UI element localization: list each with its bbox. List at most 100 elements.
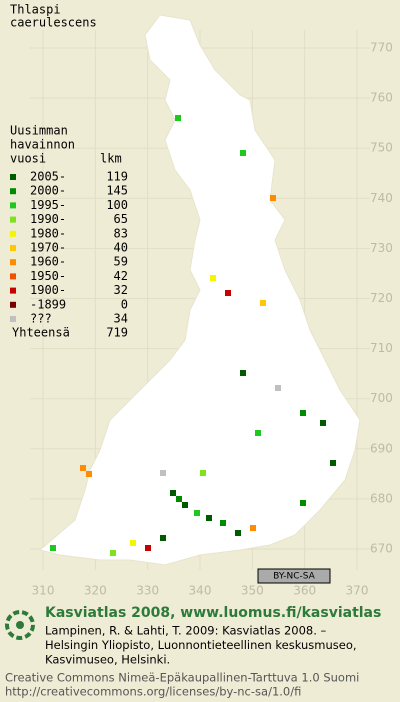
legend-swatch <box>10 188 16 195</box>
y-label: 770 <box>370 41 393 55</box>
legend-count: 42 <box>114 269 128 283</box>
y-label: 740 <box>370 191 393 205</box>
badge-text: BY-NC-SA <box>273 572 316 582</box>
square <box>235 530 241 536</box>
square <box>170 490 176 496</box>
badge-box <box>257 568 331 584</box>
legend-period: 1960- <box>30 255 66 269</box>
logo-spiral <box>5 610 35 640</box>
square <box>110 550 116 556</box>
legend-period: 1950- <box>30 269 66 283</box>
legend-swatch <box>10 245 16 251</box>
legend-count: 34 <box>114 312 128 326</box>
total-label: Yhteensä <box>12 326 70 340</box>
square <box>210 275 216 281</box>
square <box>240 370 246 376</box>
x-label: 320 <box>84 584 107 598</box>
y-label: 690 <box>370 441 393 455</box>
square <box>320 420 326 426</box>
legend-count: 59 <box>114 255 128 269</box>
y-label: 760 <box>370 91 393 105</box>
legend-period: ??? <box>30 312 52 326</box>
legend-swatch <box>10 287 16 294</box>
legend-heading: vuosi <box>10 152 46 166</box>
observation-squares <box>50 115 336 556</box>
y-label: 750 <box>370 141 393 155</box>
x-label: 350 <box>241 584 264 598</box>
x-label: 340 <box>189 584 212 598</box>
legend-count: 40 <box>114 241 128 255</box>
legend-swatch <box>10 202 16 209</box>
site-title: Kasviatlas 2008, www.luomus.fi/kasviatla… <box>45 605 381 621</box>
legend-count: 65 <box>114 212 128 226</box>
legend-count: 32 <box>114 283 128 297</box>
y-label: 710 <box>370 341 393 355</box>
legend-swatch <box>10 230 16 237</box>
license-line: http://creativecommons.org/licenses/by-n… <box>5 685 301 699</box>
legend-swatch <box>10 216 16 223</box>
count-heading: lkm <box>100 152 122 166</box>
square <box>330 460 336 466</box>
legend-heading: havainnon <box>10 138 75 152</box>
legend-period: 1970- <box>30 241 66 255</box>
legend-period: 1900- <box>30 283 66 297</box>
square <box>275 385 281 391</box>
legend-count: 100 <box>106 198 128 212</box>
y-label: 680 <box>370 491 393 505</box>
square <box>145 545 151 551</box>
square <box>200 470 206 476</box>
legend-period: 1995- <box>30 198 66 212</box>
total-count: 719 <box>106 326 128 340</box>
legend-period: 1990- <box>30 212 66 226</box>
square <box>160 535 166 541</box>
legend-heading: Uusimman <box>10 124 68 138</box>
license-line: Creative Commons Nimeä-Epäkaupallinen-Ta… <box>5 671 359 685</box>
legend-period: -1899 <box>30 297 66 311</box>
square <box>270 195 276 201</box>
square <box>50 545 56 551</box>
citation-line: Lampinen, R. & Lahti, T. 2009: Kasviatla… <box>45 624 327 638</box>
x-label: 330 <box>136 584 159 598</box>
legend-swatch <box>10 174 16 180</box>
footer: Lampinen, R. & Lahti, T. 2009: Kasviatla… <box>5 624 359 699</box>
square <box>250 525 256 531</box>
epithet: caerulescens <box>10 16 97 30</box>
legend-swatch <box>10 259 16 266</box>
square <box>80 465 86 471</box>
square <box>300 410 306 416</box>
square <box>206 515 212 521</box>
square <box>176 496 182 502</box>
legend-count: 119 <box>106 170 128 184</box>
square <box>255 430 261 436</box>
square <box>130 540 136 546</box>
square <box>225 290 231 296</box>
square <box>220 520 226 526</box>
x-label: 360 <box>293 584 316 598</box>
legend-swatch <box>10 273 16 280</box>
square <box>240 150 246 156</box>
legend-count: 83 <box>114 226 128 240</box>
logo <box>5 610 35 640</box>
legend-count: 145 <box>106 184 128 198</box>
square <box>300 500 306 506</box>
square <box>260 300 266 306</box>
legend-count: 0 <box>121 297 128 311</box>
finland-outline <box>38 14 361 566</box>
logo-center <box>16 621 24 629</box>
square <box>160 470 166 476</box>
legend-swatch <box>10 301 16 308</box>
square <box>194 510 200 516</box>
legend-period: 1980- <box>30 226 66 240</box>
x-label: 370 <box>346 584 369 598</box>
legend-swatch <box>10 316 16 322</box>
square <box>175 115 181 121</box>
square <box>182 502 188 508</box>
x-label: 310 <box>32 584 55 598</box>
legend-period: 2000- <box>30 184 66 198</box>
citation-line: Kasvimuseo, Helsinki. <box>45 653 170 667</box>
y-label: 720 <box>370 291 393 305</box>
cc-badge: BY-NC-SA <box>257 568 331 584</box>
square <box>86 471 92 477</box>
citation-line: Helsingin Yliopisto, Luonnontieteellinen… <box>45 638 357 652</box>
